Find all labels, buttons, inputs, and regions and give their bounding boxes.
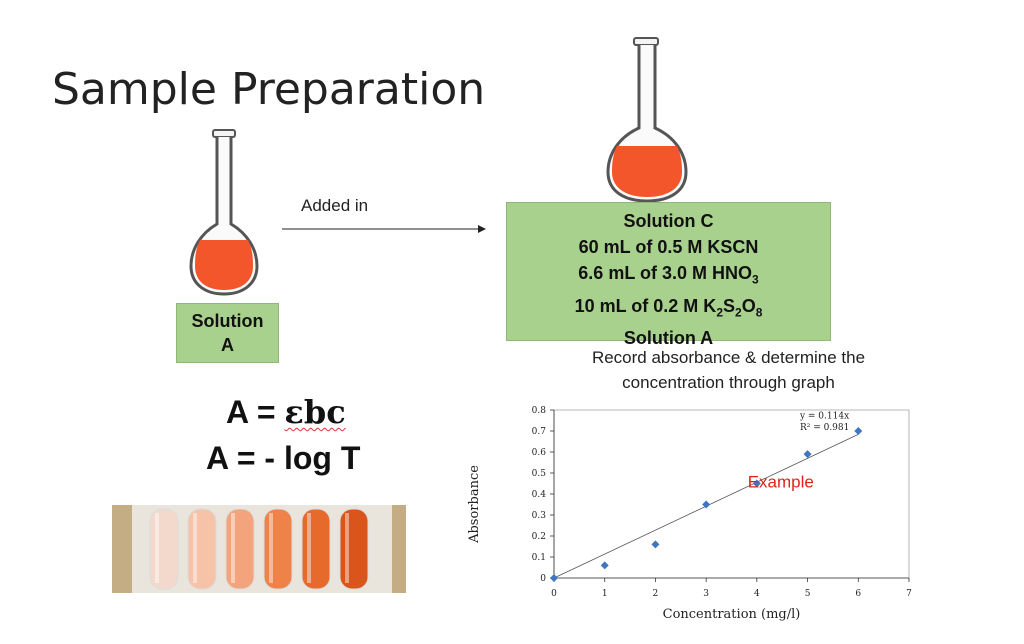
x-axis-title: Concentration (mg/l) — [663, 607, 801, 622]
test-tube-highlight — [269, 513, 273, 583]
x-tick-label: 2 — [653, 589, 659, 599]
slide-title: Sample Preparation — [52, 64, 486, 115]
x-tick-label: 1 — [602, 589, 608, 599]
x-tick-label: 5 — [805, 589, 811, 599]
trendline-r2: R² = 0.981 — [800, 423, 849, 433]
data-point — [651, 540, 660, 549]
test-tube — [225, 508, 255, 590]
data-point — [752, 479, 761, 488]
volumetric-flask-small — [189, 129, 259, 296]
absorbance-transmittance-equation: A = - log T — [206, 440, 361, 476]
y-axis-title: Absorbance — [467, 465, 482, 544]
test-tube-highlight — [193, 513, 197, 583]
solution-c-box: Solution C 60 mL of 0.5 M KSCN 6.6 mL of… — [506, 202, 831, 348]
test-tube-highlight — [345, 513, 349, 583]
volumetric-flask-large — [606, 37, 688, 203]
solution-c-hno3: 6.6 mL of 3.0 M HNO3 — [578, 263, 759, 287]
arrow-right-icon — [282, 225, 486, 233]
solution-c-kscn: 60 mL of 0.5 M KSCN — [578, 237, 759, 257]
test-tube — [339, 508, 369, 590]
y-tick-label: 0 — [540, 574, 546, 584]
test-tube-highlight — [307, 513, 311, 583]
test-tube-highlight — [155, 513, 159, 583]
y-tick-label: 0.1 — [532, 553, 546, 563]
solution-c-title: Solution C — [623, 211, 714, 231]
solution-a-line1: Solution — [191, 311, 264, 331]
y-tick-label: 0.5 — [532, 469, 547, 479]
beer-lambert-equation: A = εbc — [226, 393, 346, 431]
test-tubes-image — [112, 505, 406, 593]
y-tick-label: 0.2 — [532, 532, 546, 542]
solution-c-k2s2o8: 10 mL of 0.2 M K2S2O8 — [574, 295, 763, 320]
solution-c-solution-a: Solution A — [623, 328, 714, 349]
data-point — [600, 561, 609, 570]
test-tube — [263, 508, 293, 590]
data-point — [702, 500, 711, 509]
trendline-equation: y = 0.114x — [799, 411, 849, 421]
y-tick-label: 0.3 — [532, 511, 547, 521]
instruction-text: Record absorbance & determine the concen… — [591, 348, 866, 392]
test-tube — [187, 508, 217, 590]
y-tick-label: 0.6 — [532, 448, 547, 458]
solution-a-line2: A — [221, 335, 234, 355]
y-tick-label: 0.8 — [532, 406, 547, 416]
data-point — [550, 574, 558, 582]
solution-a-box: Solution A — [176, 303, 279, 363]
test-tubes-photo — [112, 505, 406, 593]
data-point — [854, 427, 863, 435]
test-tube — [301, 508, 331, 590]
example-annotation: Example — [748, 473, 814, 492]
test-tube-highlight — [231, 513, 235, 583]
y-tick-label: 0.7 — [532, 427, 547, 437]
x-tick-label: 4 — [754, 589, 760, 599]
test-tube — [149, 508, 179, 590]
x-tick-label: 6 — [855, 589, 861, 599]
x-tick-label: 7 — [906, 589, 912, 599]
x-tick-label: 0 — [551, 589, 557, 599]
data-point — [803, 450, 812, 459]
added-in-label: Added in — [301, 196, 369, 215]
y-tick-label: 0.4 — [532, 490, 547, 500]
x-tick-label: 3 — [703, 589, 709, 599]
calibration-chart: 0 0.1 0.2 0.3 0.4 0.5 0.6 0.7 0.8 0 1 2 3 4 5 6 7 y = 0.1… — [467, 406, 912, 622]
